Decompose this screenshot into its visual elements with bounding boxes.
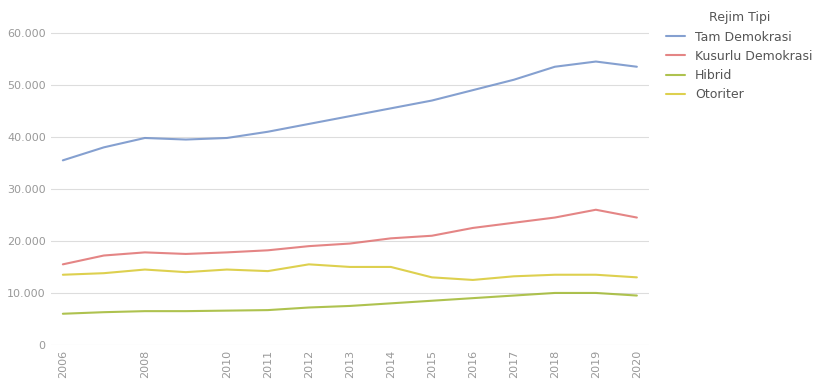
Hibrid [263, 308, 273, 312]
Otoriter [263, 269, 273, 273]
Tam Demokrasi [304, 122, 314, 126]
Line: Otoriter: Otoriter [63, 264, 637, 280]
Kusurlu Demokrasi [304, 244, 314, 248]
Hibrid [427, 298, 436, 303]
Kusurlu Demokrasi [632, 215, 642, 220]
Hibrid [140, 309, 150, 313]
Line: Kusurlu Demokrasi: Kusurlu Demokrasi [63, 210, 637, 264]
Legend: Tam Demokrasi, Kusurlu Demokrasi, Hibrid, Otoriter: Tam Demokrasi, Kusurlu Demokrasi, Hibrid… [662, 7, 818, 106]
Otoriter [345, 264, 355, 269]
Hibrid [468, 296, 478, 300]
Hibrid [386, 301, 396, 306]
Kusurlu Demokrasi [550, 215, 560, 220]
Otoriter [509, 274, 519, 279]
Tam Demokrasi [427, 98, 436, 103]
Hibrid [632, 293, 642, 298]
Hibrid [550, 291, 560, 295]
Otoriter [468, 278, 478, 282]
Otoriter [58, 273, 68, 277]
Kusurlu Demokrasi [427, 233, 436, 238]
Kusurlu Demokrasi [591, 208, 601, 212]
Otoriter [632, 275, 642, 280]
Tam Demokrasi [550, 64, 560, 69]
Hibrid [99, 310, 109, 315]
Hibrid [222, 308, 232, 313]
Hibrid [591, 291, 601, 295]
Tam Demokrasi [345, 114, 355, 119]
Kusurlu Demokrasi [263, 248, 273, 253]
Kusurlu Demokrasi [181, 252, 191, 256]
Kusurlu Demokrasi [140, 250, 150, 255]
Hibrid [181, 309, 191, 313]
Tam Demokrasi [386, 106, 396, 110]
Kusurlu Demokrasi [58, 262, 68, 267]
Otoriter [99, 271, 109, 276]
Tam Demokrasi [468, 88, 478, 92]
Hibrid [345, 304, 355, 308]
Tam Demokrasi [140, 136, 150, 140]
Hibrid [304, 305, 314, 310]
Kusurlu Demokrasi [99, 253, 109, 258]
Kusurlu Demokrasi [509, 221, 519, 225]
Tam Demokrasi [222, 136, 232, 140]
Tam Demokrasi [632, 64, 642, 69]
Kusurlu Demokrasi [386, 236, 396, 241]
Kusurlu Demokrasi [345, 241, 355, 246]
Tam Demokrasi [58, 158, 68, 162]
Hibrid [509, 293, 519, 298]
Tam Demokrasi [99, 145, 109, 150]
Otoriter [222, 267, 232, 272]
Otoriter [550, 273, 560, 277]
Otoriter [181, 270, 191, 275]
Hibrid [58, 311, 68, 316]
Line: Hibrid: Hibrid [63, 293, 637, 314]
Tam Demokrasi [509, 77, 519, 82]
Otoriter [304, 262, 314, 267]
Tam Demokrasi [591, 59, 601, 64]
Otoriter [140, 267, 150, 272]
Line: Tam Demokrasi: Tam Demokrasi [63, 62, 637, 160]
Kusurlu Demokrasi [222, 250, 232, 255]
Kusurlu Demokrasi [468, 226, 478, 230]
Otoriter [386, 264, 396, 269]
Otoriter [591, 273, 601, 277]
Otoriter [427, 275, 436, 280]
Tam Demokrasi [181, 137, 191, 142]
Tam Demokrasi [263, 129, 273, 134]
